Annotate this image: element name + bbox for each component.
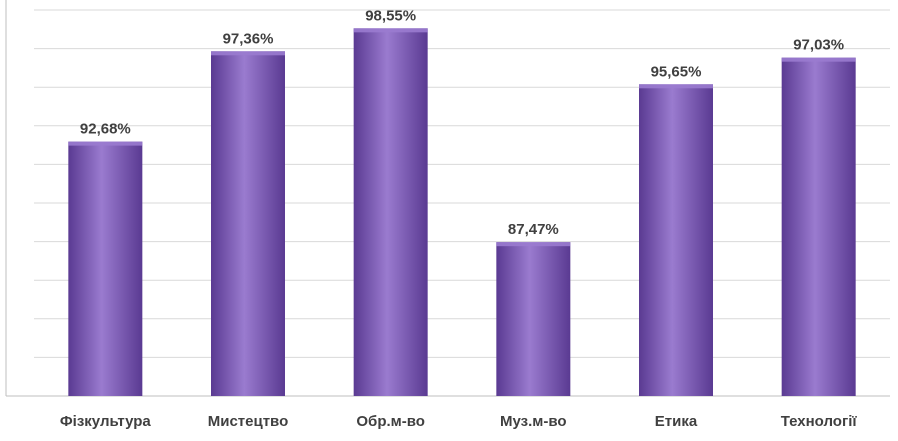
category-label: Мистецтво bbox=[208, 413, 289, 430]
gridlines bbox=[34, 9, 890, 358]
bar-5 bbox=[639, 84, 713, 397]
bar-6 bbox=[781, 57, 856, 397]
axes bbox=[5, 0, 890, 397]
data-label: 97,36% bbox=[223, 30, 274, 47]
data-label: 87,47% bbox=[508, 221, 559, 238]
bar-1 bbox=[68, 141, 143, 396]
bar-bevel bbox=[211, 51, 285, 56]
bar-bevel bbox=[353, 28, 428, 33]
category-label: Муз.м-во bbox=[500, 413, 567, 430]
bar-bevel bbox=[781, 57, 856, 62]
category-label: Фізкультура bbox=[60, 413, 152, 430]
category-label: Обр.м-во bbox=[356, 413, 425, 430]
data-label: 98,55% bbox=[365, 7, 416, 24]
data-label: 95,65% bbox=[651, 63, 702, 80]
category-label: Технології bbox=[781, 413, 858, 430]
bar-bevel bbox=[68, 141, 143, 146]
data-labels: 92,68% 97,36% 98,55% 87,47% 95,65% 97,03% bbox=[80, 7, 844, 238]
bar-bevel bbox=[639, 84, 713, 89]
category-label: Етика bbox=[655, 413, 698, 430]
bar-4 bbox=[496, 242, 571, 396]
data-label: 97,03% bbox=[793, 37, 844, 54]
bar-3 bbox=[353, 28, 428, 397]
bar-bevel bbox=[496, 242, 571, 247]
bar-2 bbox=[211, 51, 285, 396]
category-labels: Фізкультура Мистецтво Обр.м-во Муз.м-во Етик… bbox=[60, 413, 857, 430]
data-label: 92,68% bbox=[80, 121, 131, 138]
bars bbox=[68, 28, 856, 397]
